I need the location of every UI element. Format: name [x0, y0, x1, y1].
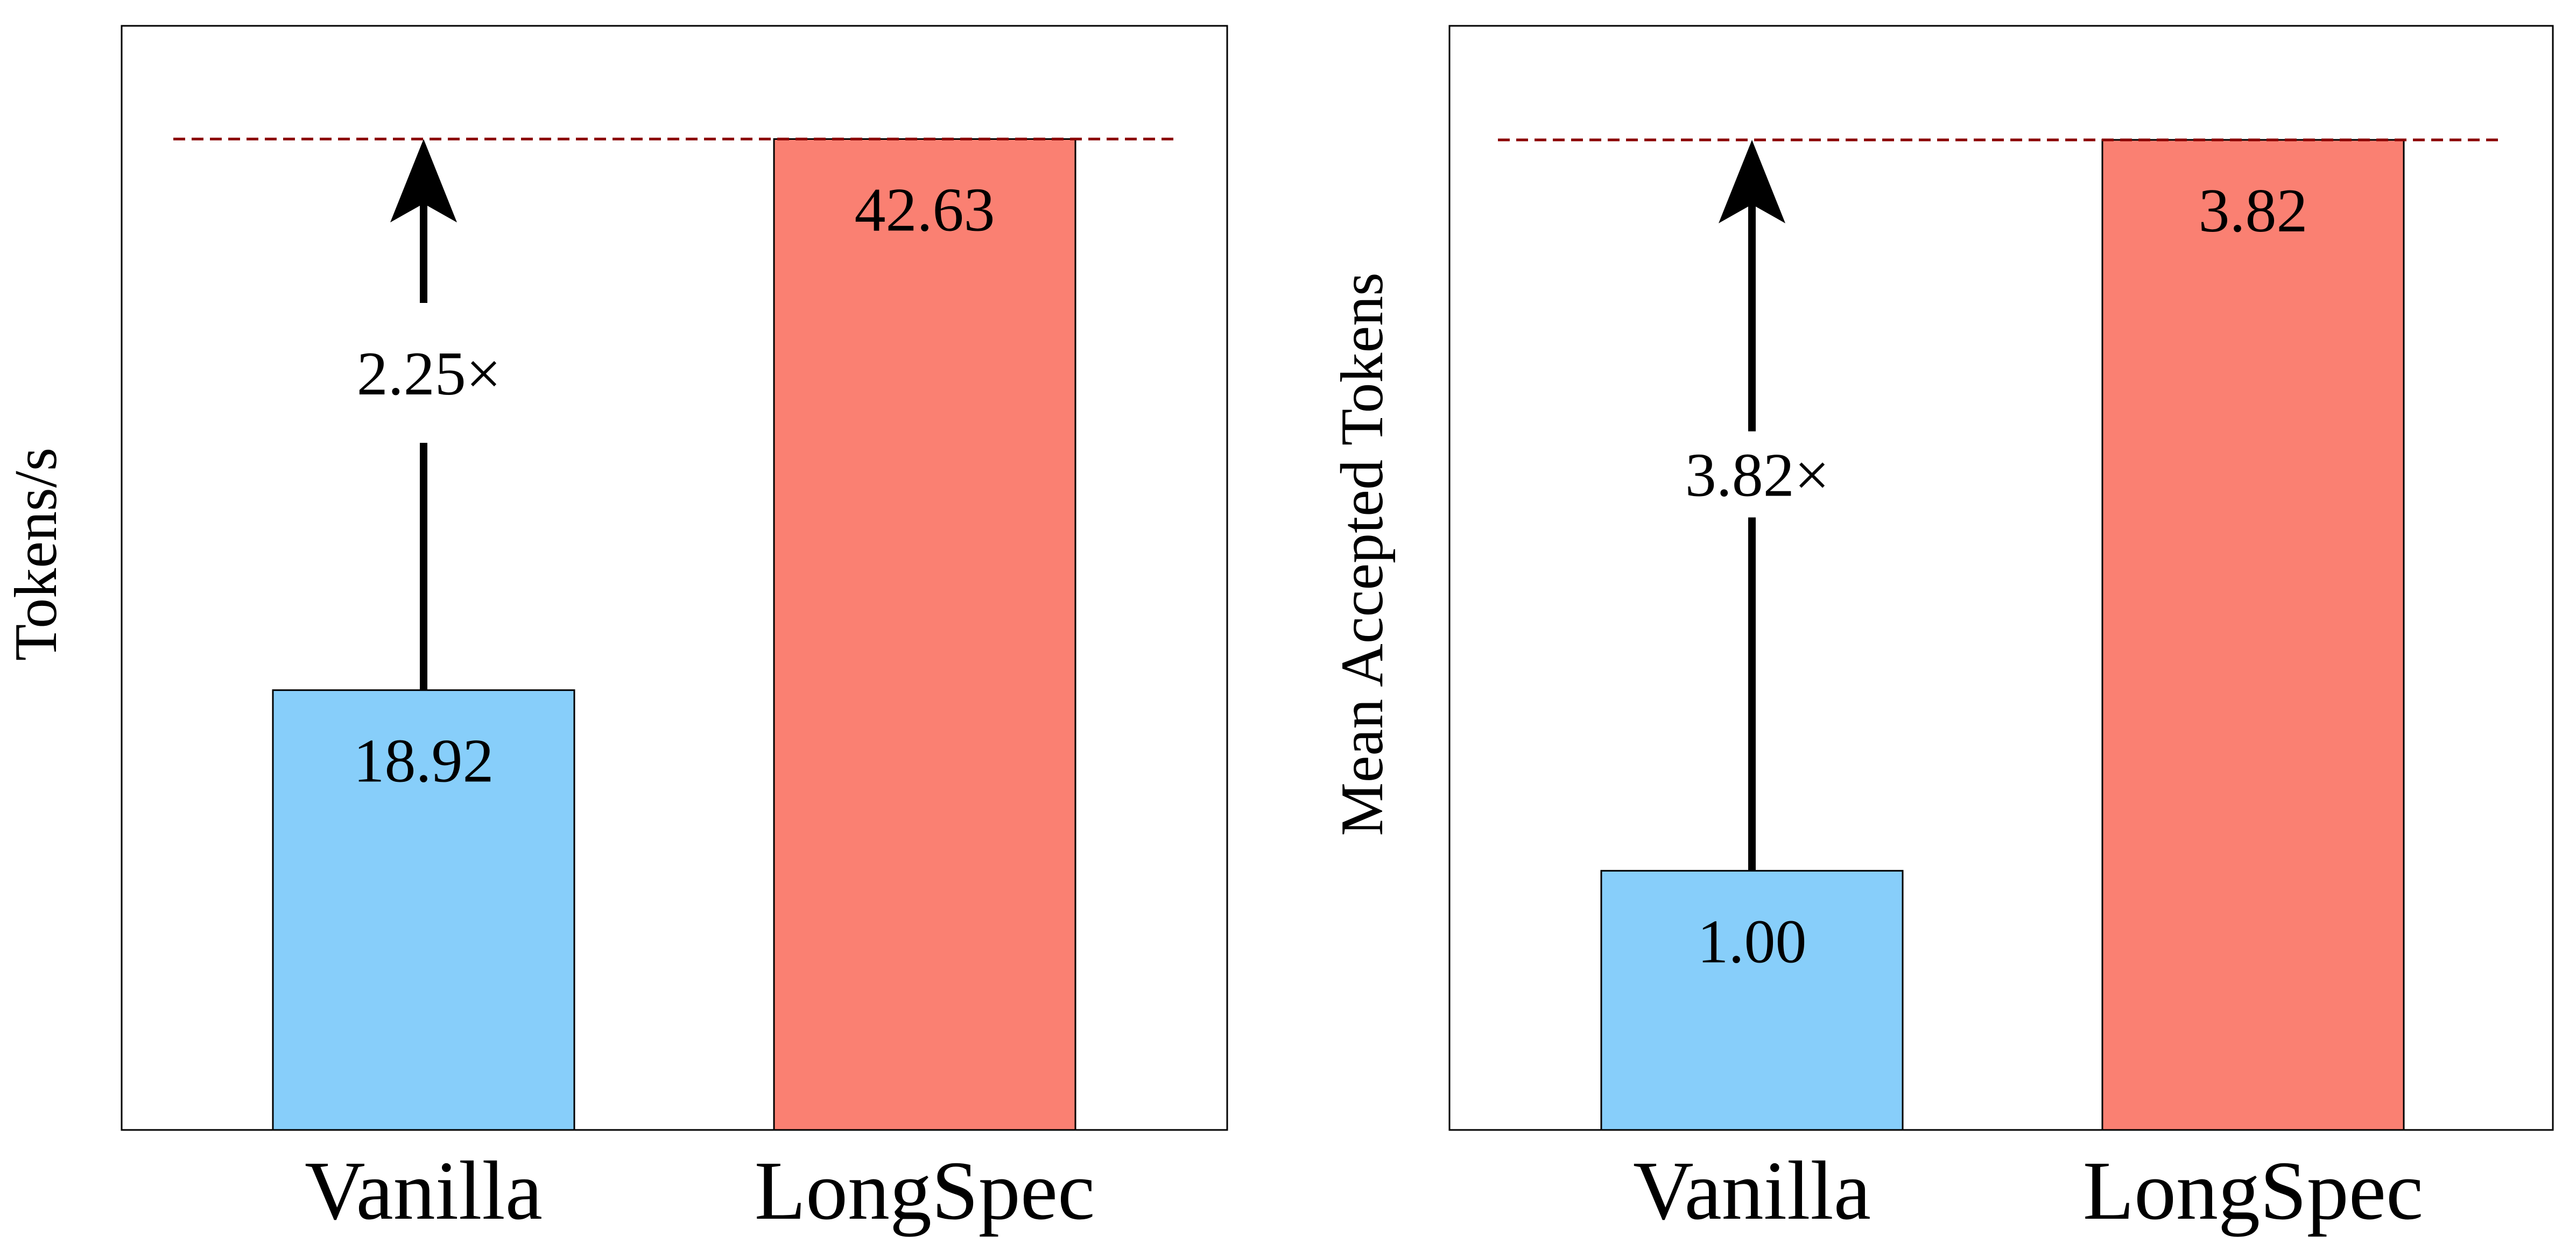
bar-vanilla: [1600, 870, 1904, 1131]
x-tick-label-longspec: LongSpec: [2083, 1144, 2424, 1237]
x-tick-label-vanilla: Vanilla: [305, 1144, 543, 1237]
x-tick-label-vanilla: Vanilla: [1633, 1144, 1871, 1237]
data-label-vanilla: 18.92: [354, 727, 494, 796]
y-axis-label: Mean Accepted Tokens: [1329, 272, 1396, 836]
chart-panel-mean-accepted-tokens: 1.00 Vanilla 3.82 LongSpec 3.82× Mean Accepte…: [1329, 25, 2554, 1237]
plot-frame: [1448, 25, 2554, 1131]
speedup-arrow-head: [390, 139, 457, 223]
x-tick-label-longspec: LongSpec: [755, 1144, 1095, 1237]
speedup-label: 3.82×: [1685, 441, 1829, 510]
y-axis-label: Tokens/s: [3, 448, 69, 661]
bar-longspec: [773, 138, 1076, 1131]
data-label-longspec: 42.63: [855, 175, 995, 244]
data-label-longspec: 3.82: [2199, 176, 2308, 245]
speedup-arrow-head: [1719, 139, 1785, 223]
bar-longspec: [2101, 139, 2405, 1131]
data-label-vanilla: 1.00: [1698, 907, 1807, 976]
plot-frame: [121, 25, 1228, 1131]
chart-panel-tokens-per-second: 18.92 Vanilla 42.63 LongSpec 2.25× Tokens/s: [3, 25, 1228, 1237]
speedup-label: 2.25×: [357, 340, 501, 408]
